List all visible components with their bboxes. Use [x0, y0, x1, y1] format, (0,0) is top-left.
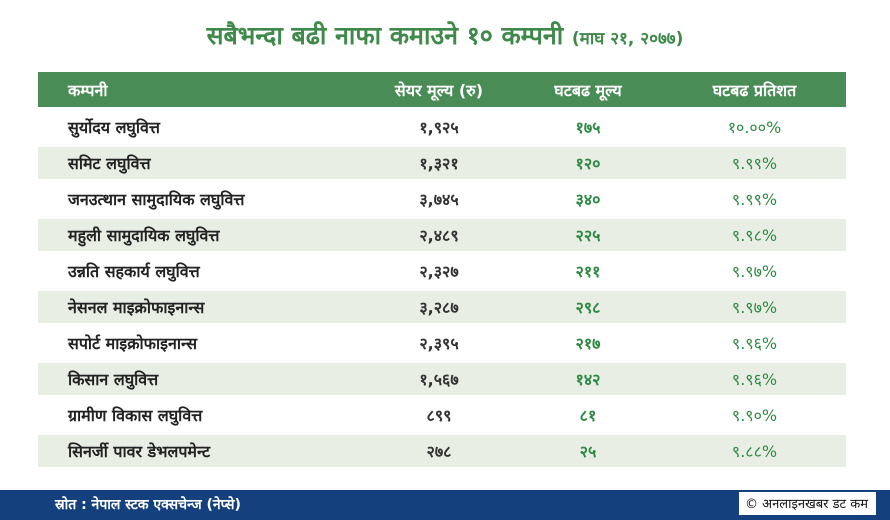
- change-percent: ९.९०%: [731, 406, 778, 425]
- change-percent: ९.९६%: [731, 334, 778, 353]
- change-value: २५: [579, 442, 597, 461]
- change-percent: १०.००%: [727, 118, 782, 137]
- share-price: ३,७४५: [419, 190, 459, 209]
- company-name: सपोर्ट माइक्रोफाइनान्स: [68, 334, 198, 353]
- copyright-credit: © अनलाइनखबर डट कम: [739, 492, 876, 515]
- share-price: ३,२८७: [419, 298, 459, 317]
- chart-title: सबैभन्दा बढी नाफा कमाउने १० कम्पनी (माघ …: [0, 18, 890, 52]
- header-company: कम्पनी: [68, 80, 108, 100]
- change-percent: ९.९६%: [731, 370, 778, 389]
- share-price: २७८: [426, 442, 452, 461]
- title-text: सबैभन्दा बढी नाफा कमाउने १० कम्पनी: [206, 21, 564, 50]
- company-name: उन्नति सहकार्य लघुवित्त: [68, 262, 200, 281]
- source-text: स्रोत : नेपाल स्टक एक्सचेन्ज (नेप्से): [55, 497, 241, 513]
- company-name: सुर्योदय लघुवित्त: [68, 118, 160, 137]
- table-row: सुर्योदय लघुवित्त १,९२५ १७५ १०.००%: [38, 111, 846, 143]
- table-row: नेसनल माइक्रोफाइनान्स ३,२८७ २९८ ९.९७%: [38, 291, 846, 323]
- change-value: ८१: [579, 406, 597, 425]
- change-percent: ९.९९%: [731, 154, 778, 173]
- change-value: १४२: [575, 370, 601, 389]
- table-row: सिनर्जी पावर डेभलपमेन्ट २७८ २५ ९.८८%: [38, 435, 846, 467]
- share-price: १,५६७: [419, 370, 459, 389]
- table-row: समिट लघुवित्त १,३२१ १२० ९.९९%: [38, 147, 846, 179]
- change-percent: ९.९९%: [731, 190, 778, 209]
- table-row: ग्रामीण विकास लघुवित्त ८९९ ८१ ९.९०%: [38, 399, 846, 431]
- company-name: समिट लघुवित्त: [68, 154, 151, 173]
- title-date: (माघ २१, २०७७): [571, 29, 684, 49]
- footer-bar: स्रोत : नेपाल स्टक एक्सचेन्ज (नेप्से) © …: [0, 490, 890, 520]
- table-row: महुली सामुदायिक लघुवित्त २,४८९ २२५ ९.९८%: [38, 219, 846, 251]
- change-value: २२५: [575, 226, 601, 245]
- share-price: २,३२७: [419, 262, 459, 281]
- change-value: २११: [575, 262, 601, 281]
- share-price: २,३९५: [419, 334, 459, 353]
- gainers-table: कम्पनी सेयर मूल्य (रु) घटबढ मूल्य घटबढ प…: [38, 72, 846, 467]
- company-name: किसान लघुवित्त: [68, 370, 159, 389]
- company-name: ग्रामीण विकास लघुवित्त: [68, 406, 203, 425]
- change-value: २१७: [575, 334, 601, 353]
- table-row: उन्नति सहकार्य लघुवित्त २,३२७ २११ ९.९७%: [38, 255, 846, 287]
- share-price: २,४८९: [419, 226, 459, 245]
- change-percent: ९.९७%: [731, 298, 778, 317]
- change-percent: ९.९७%: [731, 262, 778, 281]
- change-value: १२०: [575, 154, 601, 173]
- company-name: नेसनल माइक्रोफाइनान्स: [68, 298, 205, 317]
- company-name: महुली सामुदायिक लघुवित्त: [68, 226, 220, 245]
- table-header: कम्पनी सेयर मूल्य (रु) घटबढ मूल्य घटबढ प…: [38, 72, 846, 107]
- header-share-price: सेयर मूल्य (रु): [394, 80, 484, 100]
- table-row: जनउत्थान सामुदायिक लघुवित्त ३,७४५ ३४० ९.…: [38, 183, 846, 215]
- change-percent: ९.९८%: [731, 226, 778, 245]
- share-price: ८९९: [426, 406, 452, 425]
- change-value: २९८: [575, 298, 601, 317]
- share-price: १,३२१: [419, 154, 459, 173]
- header-change-percent: घटबढ प्रतिशत: [712, 80, 797, 100]
- table-row: किसान लघुवित्त १,५६७ १४२ ९.९६%: [38, 363, 846, 395]
- change-percent: ९.८८%: [731, 442, 778, 461]
- company-name: सिनर्जी पावर डेभलपमेन्ट: [68, 442, 211, 461]
- change-value: ३४०: [575, 190, 601, 209]
- table-row: सपोर्ट माइक्रोफाइनान्स २,३९५ २१७ ९.९६%: [38, 327, 846, 359]
- header-change-value: घटबढ मूल्य: [554, 80, 622, 100]
- company-name: जनउत्थान सामुदायिक लघुवित्त: [68, 190, 245, 209]
- share-price: १,९२५: [419, 118, 459, 137]
- change-value: १७५: [575, 118, 601, 137]
